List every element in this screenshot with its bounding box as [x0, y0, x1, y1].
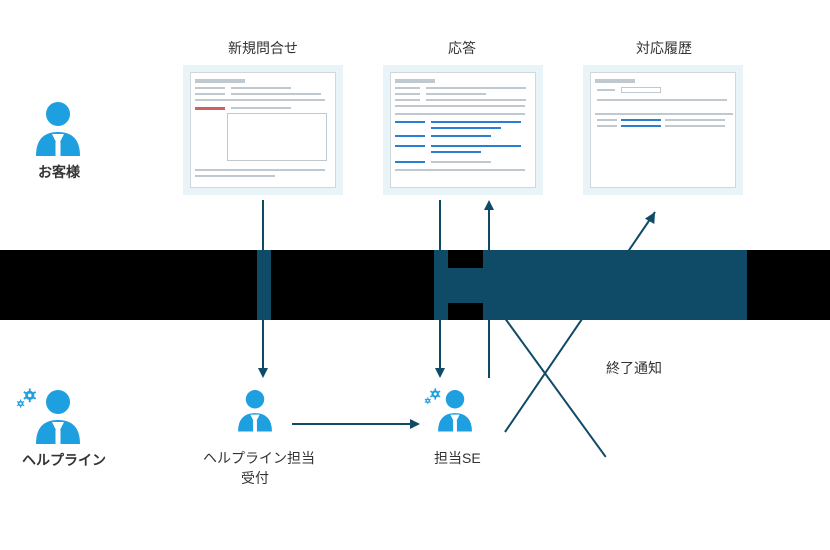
teal-block-2 — [434, 250, 448, 320]
arrow-inquiry-down-bottom — [262, 320, 264, 370]
teal-block-3 — [448, 268, 483, 303]
teal-block-4 — [483, 250, 497, 320]
arrow-inquiry-down-top — [262, 200, 264, 250]
label-end-notice: 終了通知 — [606, 358, 662, 378]
label-customer: お客様 — [38, 162, 80, 182]
arrow-response-up-bottom — [488, 320, 490, 378]
arrow-inquiry-down-bottom-head — [258, 368, 268, 378]
label-history: 対応履歴 — [636, 38, 692, 58]
se-gear-icon — [424, 388, 442, 411]
panel-history — [583, 65, 743, 195]
reception-person-icon — [235, 388, 275, 432]
arrow-reception-to-se — [292, 423, 412, 425]
helpline-gear-icon — [16, 388, 38, 415]
panel-new-inquiry — [183, 65, 343, 195]
arrow-response-down-bottom-head — [435, 368, 445, 378]
label-new-inquiry: 新規問合せ — [228, 38, 298, 58]
arrow-end-notice — [505, 319, 607, 458]
label-reception-l1: ヘルプライン担当 — [203, 448, 315, 468]
helpline-person-icon — [32, 388, 84, 444]
arrow-response-down-bottom — [439, 320, 441, 370]
label-reception-l2: 受付 — [241, 468, 269, 488]
label-helpline: ヘルプライン — [22, 450, 106, 470]
teal-block-5 — [497, 250, 747, 320]
teal-block-1 — [257, 250, 271, 320]
arrow-response-up-top-head — [484, 200, 494, 210]
customer-person-icon — [32, 100, 84, 156]
arrow-response-up-top — [488, 208, 490, 250]
arrow-response-down-top — [439, 200, 441, 250]
label-se: 担当SE — [434, 448, 481, 468]
label-response: 応答 — [448, 38, 476, 58]
panel-response — [383, 65, 543, 195]
arrow-reception-to-se-head — [410, 419, 420, 429]
